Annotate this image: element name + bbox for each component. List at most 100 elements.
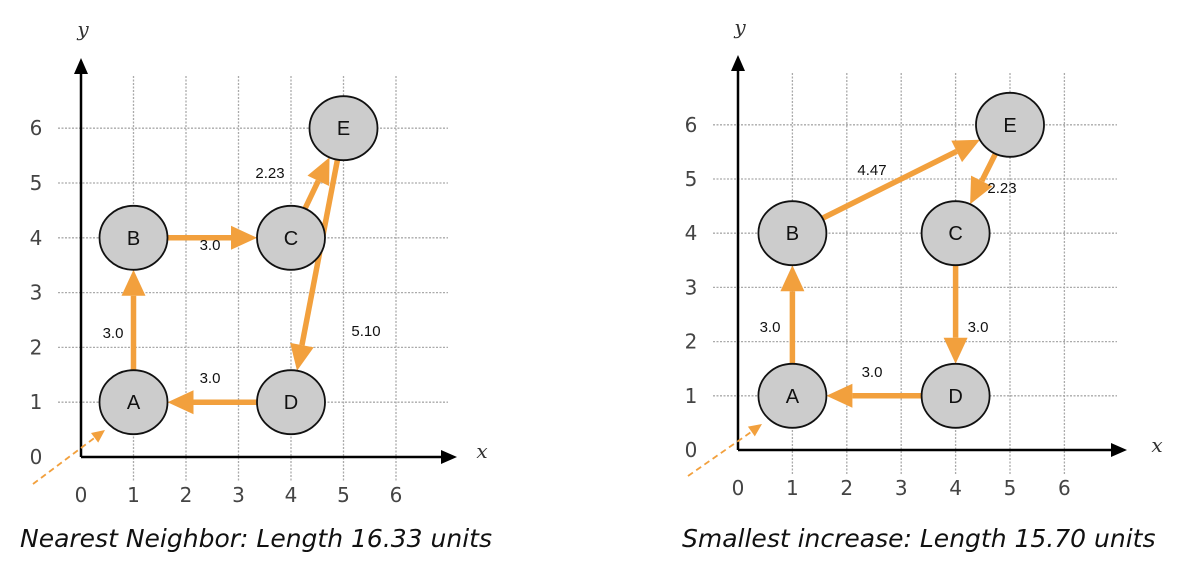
node-label: D — [284, 392, 298, 414]
edge-length-label: 3.0 — [862, 364, 883, 381]
node-D: D — [920, 362, 991, 429]
edge-C-E: 2.23 — [255, 157, 330, 210]
edge-length-label: 3.0 — [968, 319, 989, 336]
edge-E-C: 2.23 — [970, 152, 1017, 205]
y-tick-label: 1 — [30, 390, 43, 414]
node-circle — [757, 362, 828, 429]
y-axis-label: y — [733, 15, 746, 39]
node-circle — [308, 95, 379, 162]
x-tick-label: 3 — [895, 476, 908, 500]
edge-B-C: 3.0 — [167, 225, 257, 254]
y-tick-label: 3 — [30, 281, 43, 305]
node-A: A — [757, 362, 828, 429]
x-tick-label: 1 — [127, 483, 140, 507]
y-tick-label: 4 — [685, 221, 698, 245]
node-label: E — [1003, 115, 1016, 137]
y-tick-label: 5 — [30, 171, 43, 195]
x-tick-label: 4 — [285, 483, 298, 507]
node-label: E — [337, 118, 350, 140]
edge-arrowhead — [970, 175, 993, 205]
y-axis-label: y — [76, 17, 89, 41]
edge-arrowhead — [951, 139, 980, 163]
edge-length-label: 5.10 — [351, 323, 380, 340]
x-tick-label: 0 — [75, 483, 88, 507]
node-label: B — [786, 223, 799, 245]
start-arrowhead — [91, 430, 105, 443]
y-tick-label: 3 — [685, 275, 698, 299]
y-tick-label: 5 — [685, 167, 698, 191]
edge-length-label: 2.23 — [987, 180, 1016, 197]
y-tick-label: 4 — [30, 226, 43, 250]
x-axis-label: x — [1151, 433, 1162, 457]
node-circle — [975, 91, 1045, 158]
edge-arrowhead — [780, 265, 805, 292]
edge-A-B: 3.0 — [103, 269, 146, 371]
x-axis-arrowhead — [1111, 443, 1127, 457]
x-tick-label: 2 — [840, 476, 853, 500]
node-circle — [256, 369, 326, 436]
edge-A-B: 3.0 — [760, 265, 805, 364]
caption-nearest-neighbor: Nearest Neighbor: Length 16.33 units — [20, 524, 492, 553]
edge-D-A: 3.0 — [826, 364, 922, 408]
node-label: A — [127, 392, 141, 414]
panel-smallest-increase: y x 0 1 2 3 4 5 6 0 1 2 3 4 5 6 3.0 4.47 2.23 3.0 3.0 A B C D E — [685, 15, 1163, 500]
x-tick-label: 5 — [1004, 476, 1017, 500]
edge-length-label: 4.47 — [857, 162, 886, 179]
edge-arrowhead — [231, 225, 257, 250]
node-circle — [98, 204, 169, 271]
node-D: D — [256, 369, 326, 436]
edge-C-D: 3.0 — [943, 265, 989, 364]
edge-arrowhead — [943, 337, 968, 364]
node-C: C — [256, 204, 326, 271]
start-arrow — [32, 435, 98, 485]
y-axis-arrowhead — [74, 58, 88, 74]
y-tick-label: 6 — [30, 116, 43, 140]
edge-length-label: 3.0 — [103, 325, 124, 342]
edge-arrowhead — [121, 269, 146, 296]
node-B: B — [98, 204, 169, 271]
x-tick-label: 3 — [232, 483, 245, 507]
edge-length-label: 3.0 — [200, 237, 221, 254]
x-tick-label: 1 — [786, 476, 799, 500]
x-tick-label: 4 — [949, 476, 962, 500]
node-B: B — [757, 200, 828, 267]
edge-line — [979, 152, 998, 183]
edge-arrowhead — [290, 342, 314, 371]
edge-length-label: 3.0 — [760, 319, 781, 336]
y-tick-label: 1 — [685, 384, 698, 408]
node-circle — [920, 200, 991, 267]
node-label: C — [284, 228, 298, 250]
node-circle — [256, 204, 326, 271]
x-tick-label: 6 — [1058, 476, 1071, 500]
node-circle — [757, 200, 828, 267]
edge-arrowhead — [826, 383, 853, 408]
edge-arrowhead — [167, 390, 194, 415]
node-E: E — [308, 95, 379, 162]
x-tick-label: 6 — [390, 483, 403, 507]
y-axis-arrowhead — [731, 55, 745, 71]
x-axis-label: x — [476, 439, 487, 463]
caption-smallest-increase: Smallest increase: Length 15.70 units — [682, 524, 1156, 553]
edge-length-label: 3.0 — [200, 370, 221, 387]
node-circle — [98, 369, 169, 436]
y-tick-label: 0 — [685, 438, 698, 462]
edge-B-E: 4.47 — [821, 139, 980, 221]
x-tick-label: 0 — [732, 476, 745, 500]
node-label: B — [127, 228, 140, 250]
y-tick-label: 0 — [30, 445, 43, 469]
y-tick-label: 2 — [685, 330, 698, 354]
y-tick-label: 6 — [685, 113, 698, 137]
panel-nearest-neighbor: y x 0 1 2 3 4 5 6 0 1 2 3 4 5 6 3.0 3.0 2.23 5.10 3.0 A B C D E — [30, 17, 488, 507]
node-E: E — [975, 91, 1045, 158]
start-arrow — [687, 429, 755, 477]
node-label: C — [948, 223, 962, 245]
node-C: C — [920, 200, 991, 267]
edge-arrowhead — [307, 157, 330, 187]
edge-line — [821, 148, 958, 221]
edge-length-label: 2.23 — [255, 165, 284, 182]
node-label: A — [786, 386, 800, 408]
x-tick-label: 5 — [337, 483, 350, 507]
x-tick-label: 2 — [180, 483, 193, 507]
edge-D-A: 3.0 — [167, 370, 257, 415]
node-circle — [920, 362, 991, 429]
